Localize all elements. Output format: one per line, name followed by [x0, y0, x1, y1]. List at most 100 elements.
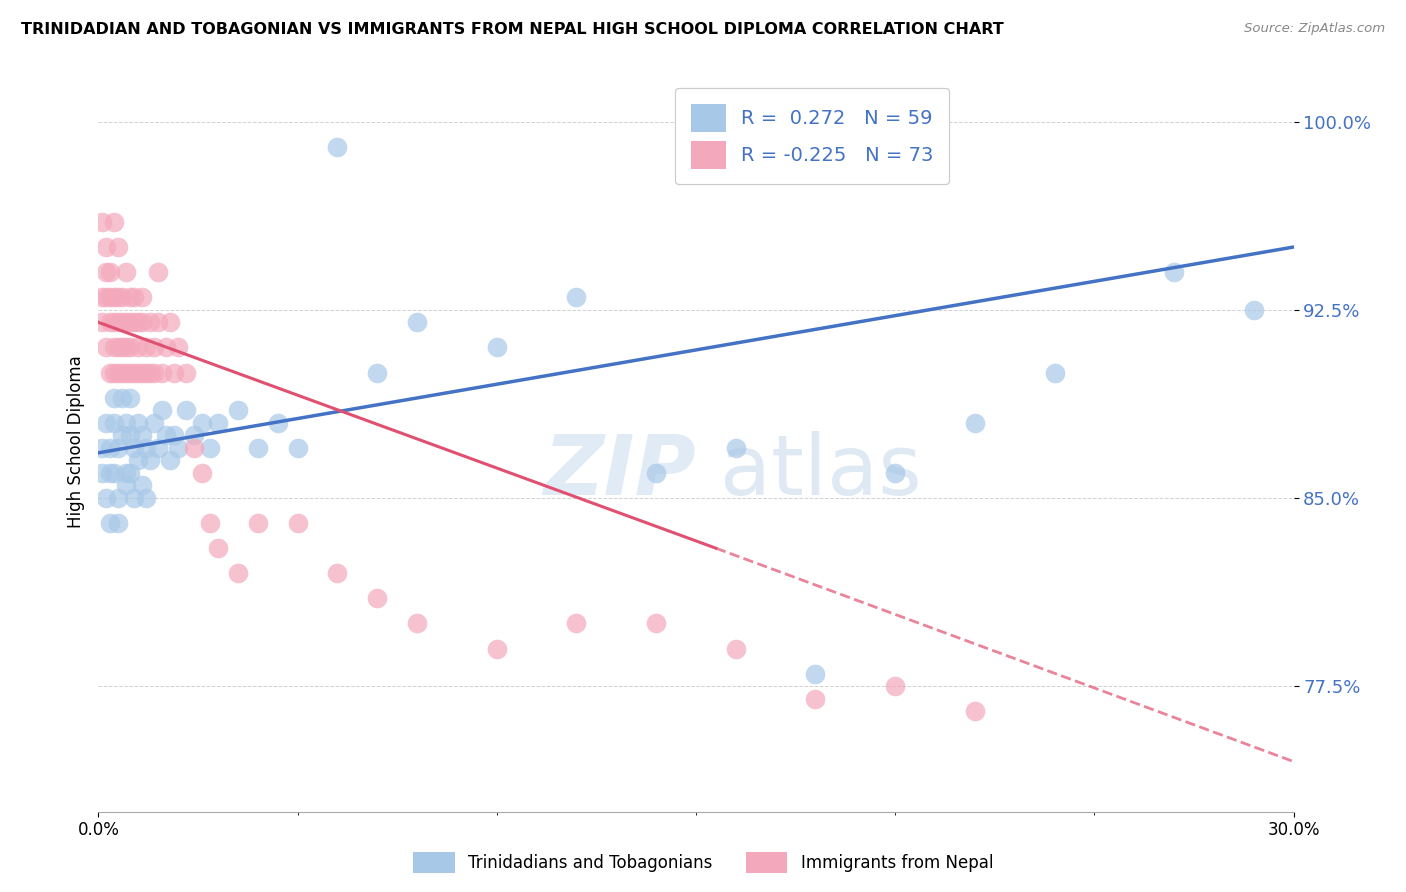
Point: [103, 315, 125, 329]
Point: [91, 215, 114, 229]
Text: TRINIDADIAN AND TOBAGONIAN VS IMMIGRANTS FROM NEPAL HIGH SCHOOL DIPLOMA CORRELAT: TRINIDADIAN AND TOBAGONIAN VS IMMIGRANTS…: [21, 22, 1004, 37]
Point: [98, 366, 122, 380]
Point: [124, 290, 146, 304]
Point: [120, 391, 142, 405]
Point: [91, 290, 114, 304]
Point: [111, 366, 134, 380]
Point: [120, 290, 142, 304]
Point: [96, 416, 118, 430]
Point: [155, 428, 177, 442]
Point: [131, 315, 153, 329]
Point: [115, 416, 138, 430]
Y-axis label: High School Diploma: High School Diploma: [66, 355, 84, 528]
Point: [115, 265, 138, 279]
Point: [645, 616, 668, 631]
Point: [148, 441, 170, 455]
Point: [183, 428, 205, 442]
Point: [103, 290, 125, 304]
Point: [155, 340, 177, 354]
Point: [406, 315, 429, 329]
Point: [120, 366, 142, 380]
Point: [226, 566, 249, 581]
Point: [287, 516, 309, 530]
Point: [804, 666, 827, 681]
Point: [111, 315, 134, 329]
Point: [191, 466, 214, 480]
Point: [143, 416, 166, 430]
Point: [120, 428, 142, 442]
Point: [226, 403, 249, 417]
Point: [267, 416, 290, 430]
Point: [107, 491, 129, 505]
Point: [124, 366, 146, 380]
Point: [96, 340, 118, 354]
Point: [98, 441, 122, 455]
Legend: Trinidadians and Tobagonians, Immigrants from Nepal: Trinidadians and Tobagonians, Immigrants…: [406, 846, 1000, 880]
Point: [127, 340, 149, 354]
Point: [127, 315, 149, 329]
Point: [115, 315, 138, 329]
Point: [96, 491, 118, 505]
Point: [115, 478, 138, 492]
Point: [107, 441, 129, 455]
Point: [207, 541, 229, 556]
Point: [159, 315, 181, 329]
Point: [111, 391, 134, 405]
Point: [191, 416, 214, 430]
Point: [135, 340, 157, 354]
Point: [163, 366, 186, 380]
Point: [167, 340, 190, 354]
Point: [804, 691, 827, 706]
Point: [111, 290, 134, 304]
Point: [107, 366, 129, 380]
Legend: R =  0.272   N = 59, R = -0.225   N = 73: R = 0.272 N = 59, R = -0.225 N = 73: [675, 88, 949, 185]
Point: [724, 441, 747, 455]
Point: [645, 466, 668, 480]
Point: [963, 704, 986, 718]
Point: [139, 453, 162, 467]
Point: [246, 516, 269, 530]
Point: [131, 428, 153, 442]
Point: [135, 441, 157, 455]
Point: [198, 516, 221, 530]
Point: [724, 641, 747, 656]
Point: [103, 466, 125, 480]
Point: [174, 366, 197, 380]
Point: [103, 340, 125, 354]
Point: [1163, 265, 1185, 279]
Point: [111, 340, 134, 354]
Point: [127, 416, 149, 430]
Point: [326, 139, 349, 153]
Text: Source: ZipAtlas.com: Source: ZipAtlas.com: [1244, 22, 1385, 36]
Point: [98, 315, 122, 329]
Point: [103, 391, 125, 405]
Point: [150, 403, 173, 417]
Point: [246, 441, 269, 455]
Point: [159, 453, 181, 467]
Point: [485, 641, 508, 656]
Point: [131, 366, 153, 380]
Point: [884, 466, 907, 480]
Point: [131, 290, 153, 304]
Point: [115, 466, 138, 480]
Point: [96, 290, 118, 304]
Point: [148, 315, 170, 329]
Point: [103, 416, 125, 430]
Point: [1043, 366, 1066, 380]
Point: [366, 366, 388, 380]
Point: [183, 441, 205, 455]
Point: [98, 516, 122, 530]
Point: [107, 340, 129, 354]
Point: [111, 428, 134, 442]
Point: [963, 416, 986, 430]
Point: [326, 566, 349, 581]
Point: [884, 679, 907, 693]
Point: [115, 340, 138, 354]
Point: [174, 403, 197, 417]
Point: [207, 416, 229, 430]
Point: [124, 315, 146, 329]
Point: [91, 466, 114, 480]
Point: [96, 265, 118, 279]
Point: [124, 441, 146, 455]
Point: [198, 441, 221, 455]
